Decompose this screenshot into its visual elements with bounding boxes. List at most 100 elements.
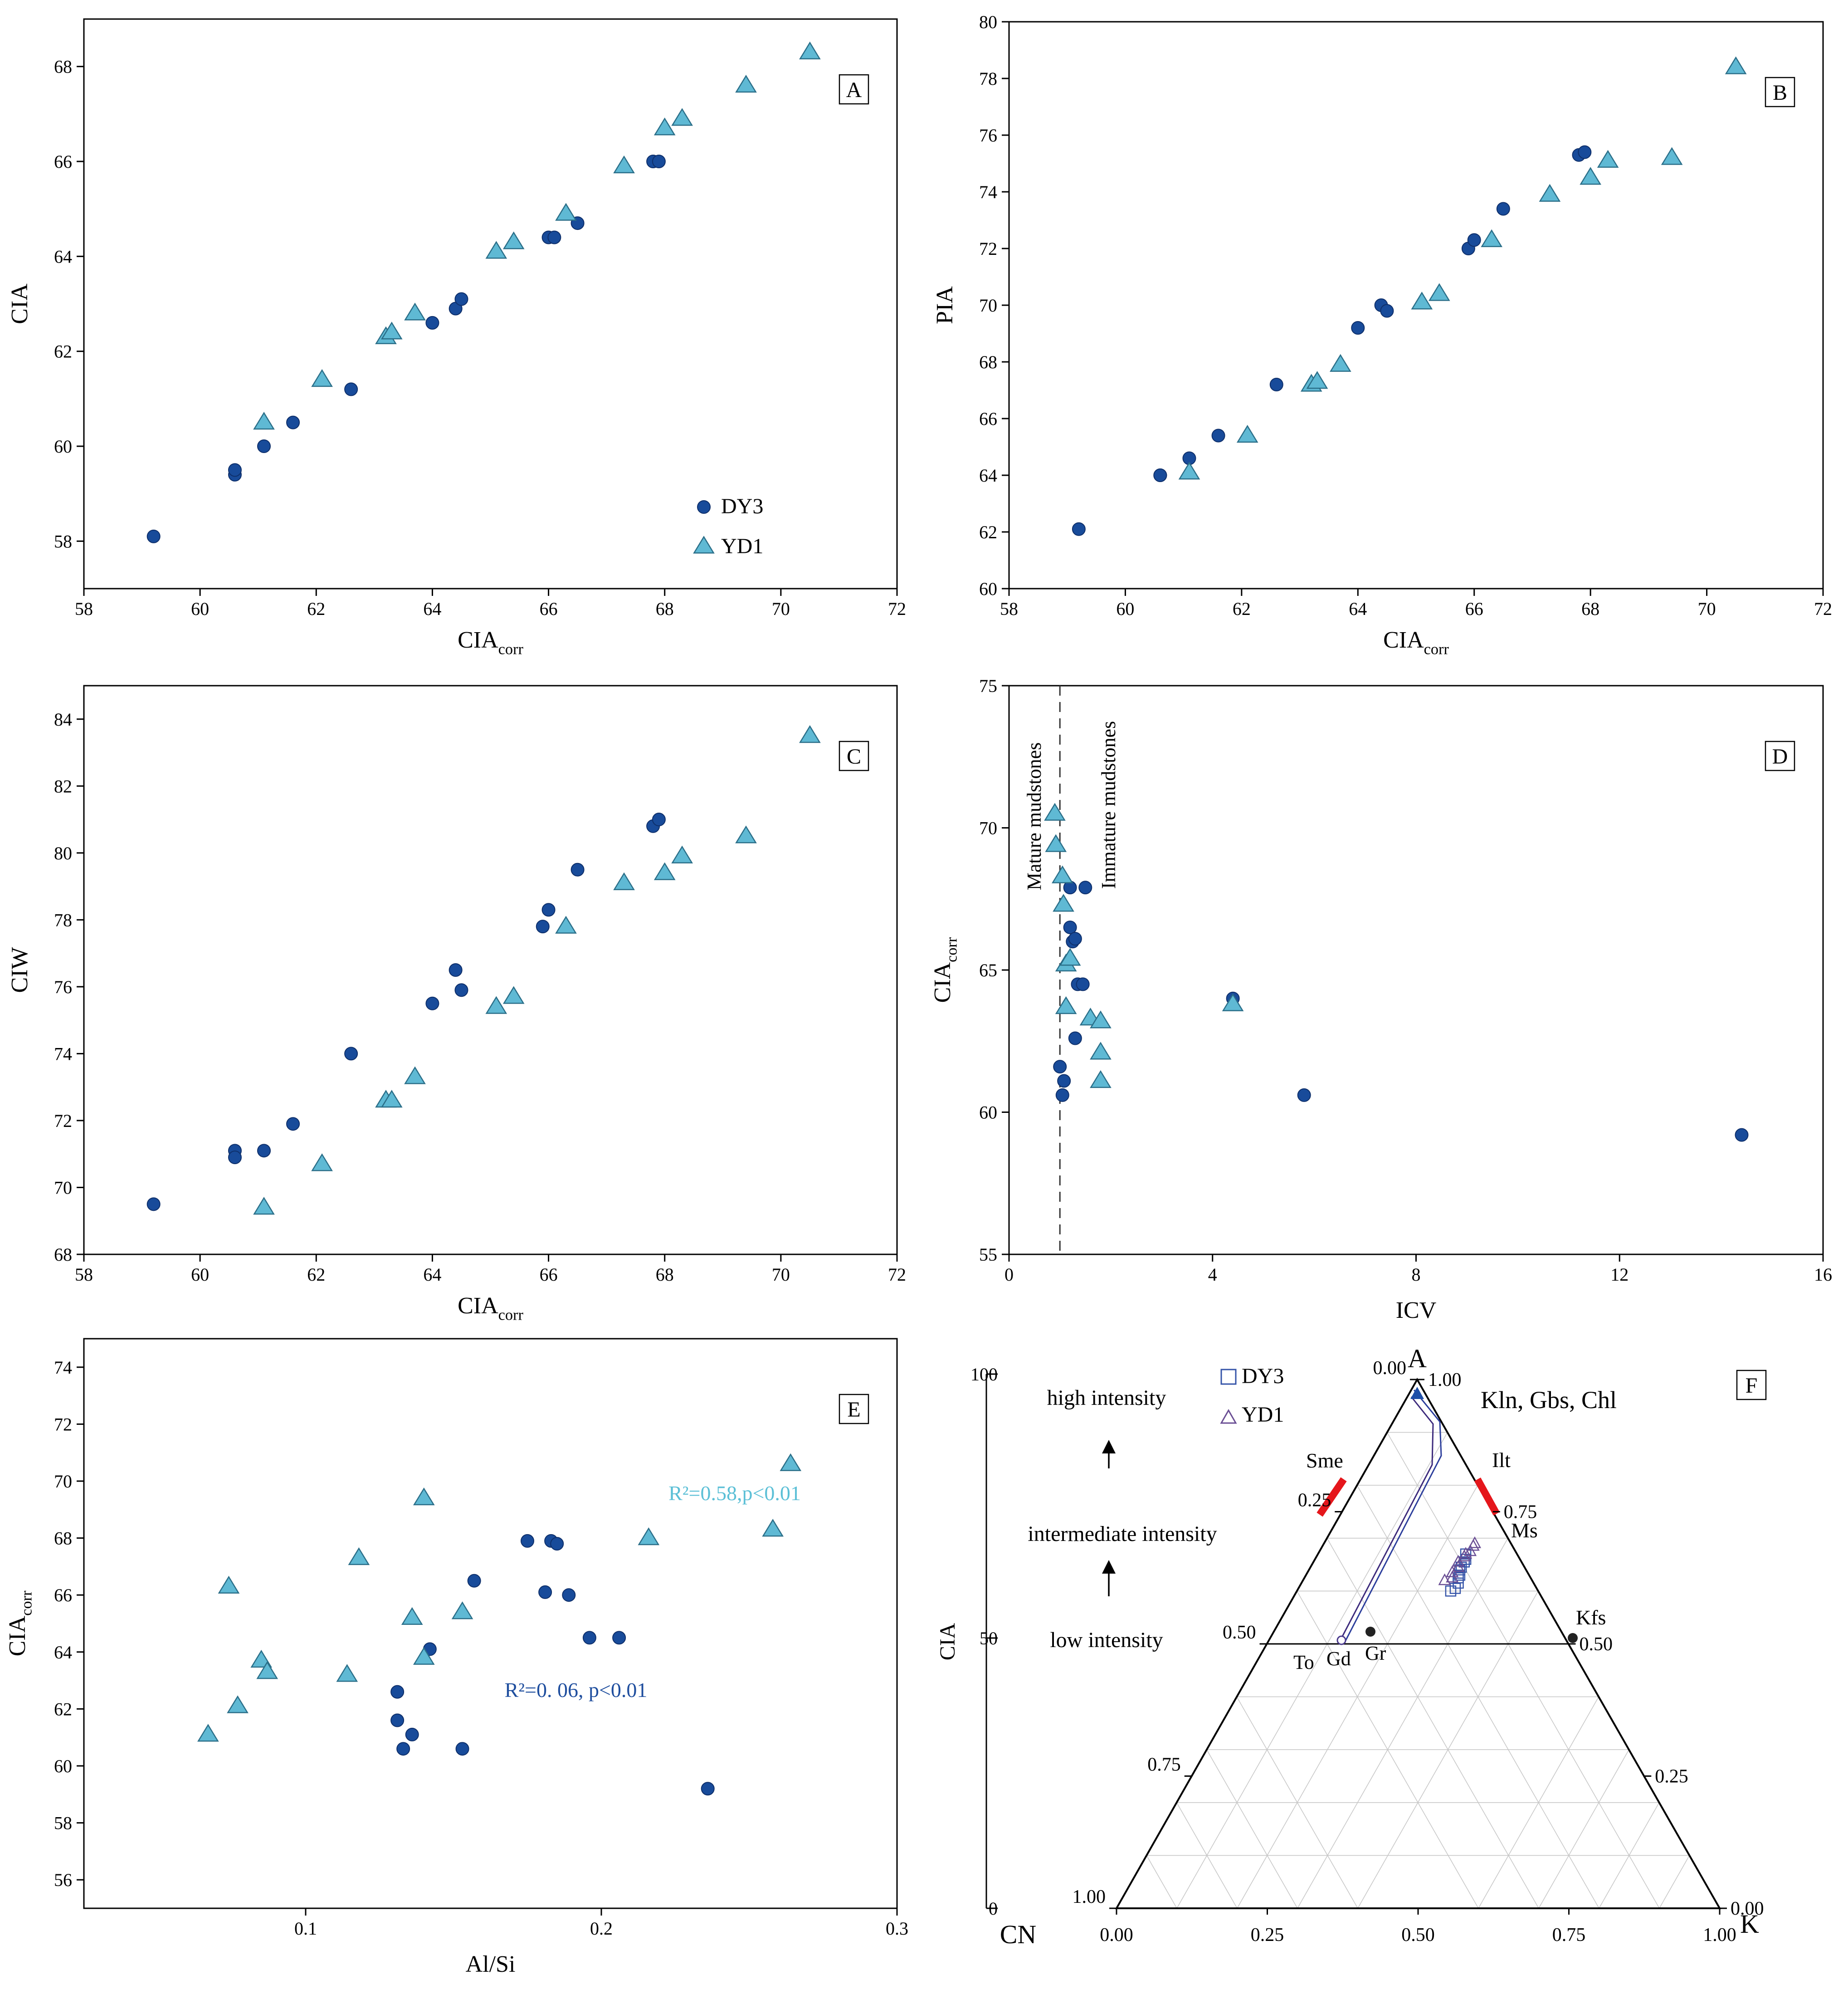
x-tick-label: 72 (888, 1264, 906, 1285)
kln-point (1410, 1387, 1424, 1399)
y-tick-label: 68 (979, 352, 997, 372)
x-tick-label: 0 (1004, 1264, 1014, 1285)
y-tick-label: 64 (54, 246, 72, 267)
y-tick-label: 62 (54, 1699, 72, 1719)
mineral-label-7: Gr (1365, 1642, 1386, 1664)
panel-F: ACN K0.00 0.25 0.50 0.75 1.001.000.750.500.25… (936, 1344, 1767, 1949)
yd1-point (502, 986, 525, 1004)
weathering-trend-dy3 (1345, 1389, 1442, 1641)
yd1-point (1090, 1010, 1112, 1029)
y-tick-label: 74 (54, 1043, 72, 1064)
y-tick-label: 66 (54, 1585, 72, 1605)
y-tick-label: 66 (54, 151, 72, 172)
legend-dy3-label: DY3 (1242, 1364, 1284, 1388)
y-tick-label: 60 (54, 1756, 72, 1776)
dy3-point (454, 292, 468, 306)
y-tick-label: 78 (979, 68, 997, 89)
mineral-label-6: Gd (1326, 1648, 1351, 1670)
vertex-K: K (1740, 1909, 1759, 1939)
dy3-point (536, 920, 550, 934)
right-tick-label: 0.00 (1731, 1898, 1764, 1919)
x-tick-label: 66 (540, 599, 558, 619)
yd1-point (404, 1066, 426, 1084)
panel-label: D (1772, 745, 1788, 769)
yd1-point (401, 1607, 423, 1625)
cia-scale-label: 0 (989, 1898, 998, 1919)
x-tick-label: 68 (656, 599, 674, 619)
x-tick-label: 60 (191, 599, 209, 619)
x-tick-label: 4 (1208, 1264, 1217, 1285)
y-tick-label: 74 (54, 1357, 72, 1378)
yd1-point (451, 1601, 473, 1619)
y-tick-label: 64 (979, 465, 997, 486)
y-tick-label: 68 (54, 57, 72, 77)
right-tick-label: 0.50 (1580, 1634, 1613, 1655)
yd1-point (485, 241, 507, 259)
x-tick-label: 8 (1412, 1264, 1421, 1285)
y-axis-label: PIA (932, 286, 958, 324)
y-tick-label: 60 (54, 436, 72, 457)
dy3-point (1072, 522, 1086, 536)
dy3-point (1351, 321, 1365, 335)
dy3-point (390, 1713, 405, 1727)
x-tick-label: 0.2 (590, 1918, 613, 1939)
base-tick-label: 0.75 (1552, 1925, 1586, 1945)
x-tick-label: 70 (772, 599, 790, 619)
smectite-bar (1317, 1477, 1347, 1517)
dy3-point (538, 1585, 552, 1599)
dy3-point (449, 963, 463, 977)
y-tick-label: 70 (54, 1471, 72, 1492)
y-tick-label: 72 (979, 239, 997, 259)
grid-line (1176, 1432, 1448, 1909)
dy3-point (1153, 468, 1167, 482)
mineral-label-2: Ms (1511, 1519, 1538, 1542)
panel-label: E (847, 1398, 860, 1422)
yd1-point (218, 1575, 240, 1594)
yd1-point (1329, 354, 1351, 372)
yd1-point (555, 916, 577, 934)
left-tick-label: 0.50 (1223, 1622, 1256, 1643)
right-tick-label: 0.75 (1504, 1502, 1537, 1523)
y-tick-label: 58 (54, 1813, 72, 1833)
plot-frame (83, 685, 898, 1255)
yd1-point (653, 862, 676, 880)
yd1-point (762, 1519, 784, 1537)
base-tick-label: 1.00 (1703, 1925, 1736, 1945)
x-tick-label: 66 (1465, 599, 1483, 619)
yd1-point (253, 1197, 275, 1215)
plot-frame (83, 18, 898, 590)
x-axis-label: ICV (1396, 1297, 1437, 1323)
regression-yd1: R²=0.58,p<0.01 (668, 1482, 801, 1505)
mineral-label-3: Sme (1306, 1449, 1343, 1472)
x-tick-label: 16 (1814, 1264, 1832, 1285)
to-point (1336, 1635, 1346, 1645)
y-tick-label: 65 (979, 960, 997, 980)
y-tick-label: 55 (979, 1244, 997, 1265)
weathering-trend-yd1 (1340, 1396, 1434, 1640)
dy3-point (541, 903, 556, 917)
yd1-point (735, 825, 757, 843)
dy3-point (1063, 920, 1077, 934)
legend-yd1-marker (1220, 1409, 1237, 1424)
annotation-immature: Immature mudstones (1097, 721, 1120, 889)
legend-dy3-marker (697, 500, 711, 514)
x-tick-label: 60 (1116, 599, 1134, 619)
x-tick-label: 58 (75, 599, 93, 619)
yd1-point (1090, 1070, 1112, 1088)
panel-label: A (846, 78, 862, 102)
y-tick-label: 68 (54, 1528, 72, 1549)
x-tick-label: 60 (191, 1264, 209, 1285)
yd1-point (1481, 229, 1503, 247)
grid-line (1659, 1855, 1690, 1909)
y-tick-label: 68 (54, 1244, 72, 1265)
dy3-point (1068, 932, 1082, 946)
yd1-point (502, 231, 525, 249)
yd1-point (1597, 150, 1619, 168)
dy3-point (344, 382, 358, 396)
y-tick-label: 70 (54, 1177, 72, 1198)
dy3-point (1269, 378, 1283, 391)
vertex-A: A (1408, 1344, 1427, 1373)
dy3-point (612, 1631, 626, 1645)
x-tick-label: 64 (423, 1264, 441, 1285)
dy3-point (455, 1742, 469, 1756)
